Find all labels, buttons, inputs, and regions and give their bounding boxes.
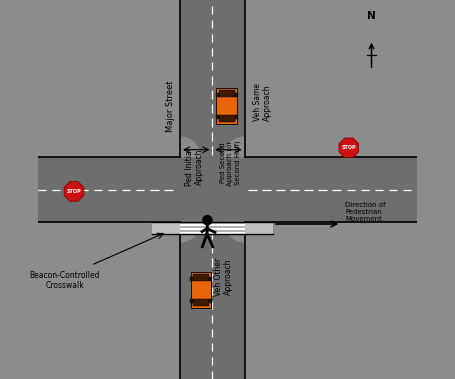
Text: Direction of
Pedestrian
Movement: Direction of Pedestrian Movement [345, 202, 386, 222]
Polygon shape [235, 115, 238, 119]
Text: N: N [367, 11, 376, 21]
Wedge shape [180, 136, 201, 157]
Polygon shape [209, 277, 212, 281]
Text: Veh Same
Approach: Veh Same Approach [253, 83, 272, 121]
Polygon shape [219, 90, 235, 97]
Bar [180, 0, 244, 379]
Text: Major Street: Major Street [166, 80, 175, 132]
Polygon shape [217, 88, 237, 124]
Polygon shape [190, 277, 193, 281]
Polygon shape [193, 274, 209, 281]
Text: Veh Other
Approach: Veh Other Approach [214, 258, 233, 296]
Bar [38, 157, 417, 222]
Text: STOP: STOP [67, 189, 81, 194]
Text: Beacon-Controlled
Crosswalk: Beacon-Controlled Crosswalk [29, 271, 100, 290]
Polygon shape [235, 93, 238, 97]
Bar [152, 222, 180, 234]
Circle shape [203, 216, 212, 225]
Text: Ped Initial
Approach: Ped Initial Approach [185, 148, 204, 186]
Bar [244, 222, 273, 234]
Text: Ped Second
Approach (or
Second Half): Ped Second Approach (or Second Half) [220, 141, 241, 186]
Polygon shape [216, 115, 219, 119]
Bar [180, 222, 244, 224]
Bar [180, 226, 244, 228]
Polygon shape [190, 299, 193, 303]
Wedge shape [224, 222, 244, 243]
Bar [180, 228, 244, 230]
Polygon shape [339, 138, 359, 158]
Text: STOP: STOP [341, 145, 356, 150]
Polygon shape [64, 182, 84, 201]
Wedge shape [224, 136, 244, 157]
Polygon shape [216, 93, 219, 97]
Bar [180, 232, 244, 234]
Bar [180, 224, 244, 226]
Polygon shape [219, 115, 235, 122]
Bar [180, 230, 244, 232]
Polygon shape [209, 299, 212, 303]
Wedge shape [180, 222, 201, 243]
Polygon shape [193, 299, 209, 306]
Polygon shape [191, 272, 212, 308]
